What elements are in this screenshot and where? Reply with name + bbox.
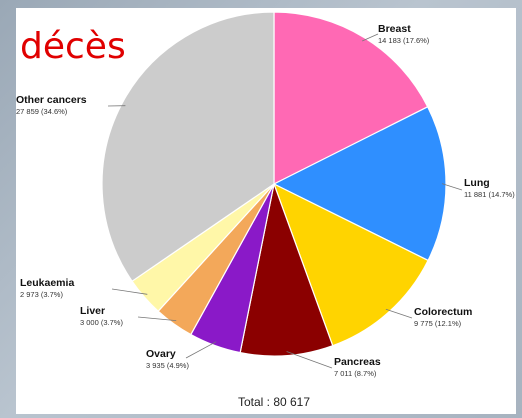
leader-line (441, 183, 463, 191)
leader-line (362, 33, 379, 42)
slice-value-label: 27 859 (34.6%) (16, 107, 68, 116)
chart-panel: Breast 14 183 (17.6%) Lung 11 881 (14.7%) Co… (16, 8, 516, 414)
slice-name-label: Lung (464, 177, 490, 189)
overlay-heading: décès (20, 26, 126, 67)
total-label: Total : 80 617 (238, 395, 310, 409)
slice-name-label: Leukaemia (20, 277, 74, 289)
leader-line (111, 288, 148, 295)
slice-name-label: Liver (80, 305, 105, 317)
slice-value-label: 11 881 (14.7%) (464, 190, 515, 199)
slice-value-label: 14 183 (17.6%) (378, 36, 430, 45)
leader-line (137, 316, 177, 321)
slice-value-label: 3 935 (4.9%) (146, 361, 189, 370)
slice-name-label: Colorectum (414, 306, 472, 318)
pie-slice-pancreas (239, 181, 334, 357)
slice-name-label: Ovary (146, 348, 176, 360)
slice-value-label: 3 000 (3.7%) (80, 318, 123, 327)
slice-value-label: 2 973 (3.7%) (20, 290, 63, 299)
slice-name-label: Pancreas (334, 356, 381, 368)
slice-value-label: 9 775 (12.1%) (414, 319, 462, 328)
pie-slice-other-cancers (101, 11, 275, 283)
slice-value-label: 7 011 (8.7%) (334, 369, 377, 378)
slice-name-label: Other cancers (16, 94, 87, 106)
pie-slice-colorectum (272, 182, 429, 347)
leader-line (286, 351, 333, 369)
slice-name-label: Breast (378, 23, 411, 35)
leader-line (185, 341, 217, 359)
pie-slice-lung (272, 106, 447, 262)
leader-line (385, 308, 413, 319)
pie-slice-breast (273, 11, 429, 185)
